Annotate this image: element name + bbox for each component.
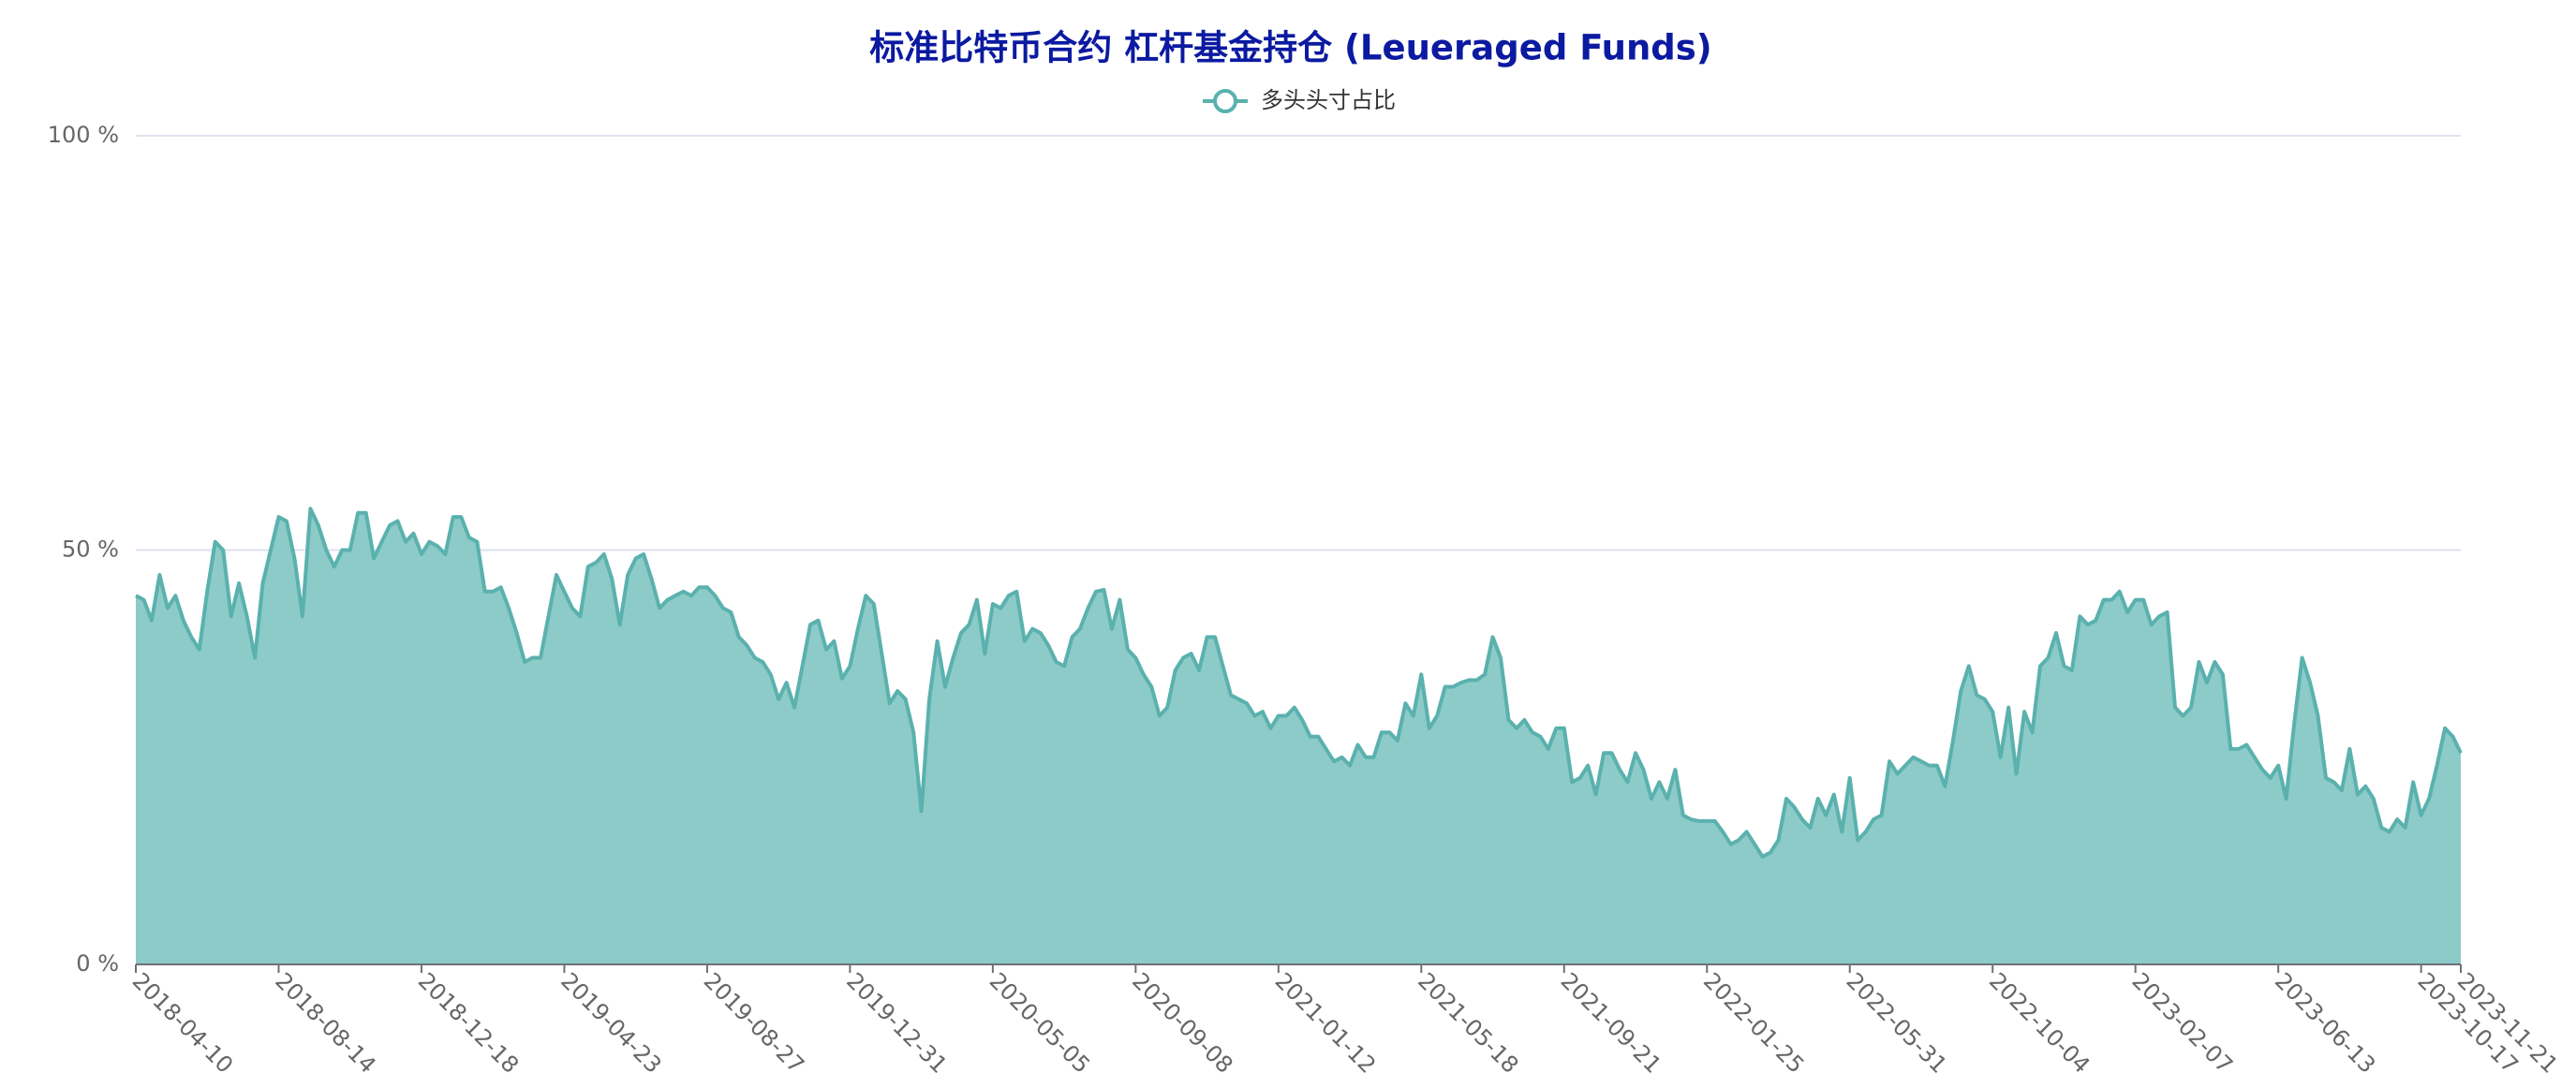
x-tick-label: 2022-05-31 (1842, 967, 1952, 1078)
x-tick-label: 2021-05-18 (1413, 967, 1523, 1078)
x-tick-label: 2021-09-21 (1556, 967, 1666, 1078)
x-tick-label: 2021-01-12 (1270, 967, 1381, 1078)
chart-title: 标准比特币合约 杠杆基金持仓 (Leueraged Funds) (869, 28, 1711, 68)
y-tick-label: 0 % (76, 950, 119, 977)
x-tick-label: 2020-05-05 (985, 967, 1095, 1078)
x-tick-label: 2019-08-27 (699, 967, 809, 1078)
y-tick-label: 100 % (48, 122, 119, 148)
x-tick-label: 2019-12-31 (841, 967, 952, 1078)
x-tick-label: 2020-09-08 (1127, 967, 1237, 1078)
x-tick-label: 2018-08-14 (270, 967, 380, 1078)
x-tick-label: 2023-02-07 (2126, 967, 2237, 1078)
x-tick-label: 2022-10-04 (1984, 967, 2095, 1078)
x-tick-label: 2019-04-23 (555, 967, 666, 1078)
x-tick-label: 2023-06-13 (2270, 967, 2380, 1078)
area (136, 508, 2461, 964)
y-tick-label: 50 % (62, 537, 119, 563)
x-tick-label: 2018-12-18 (413, 967, 524, 1078)
x-tick-label: 2018-04-10 (127, 967, 238, 1078)
legend-label: 多头头寸占比 (1261, 87, 1396, 113)
x-tick-label: 2022-01-25 (1698, 967, 1809, 1078)
legend-marker (1213, 89, 1237, 113)
line (135, 507, 2463, 859)
